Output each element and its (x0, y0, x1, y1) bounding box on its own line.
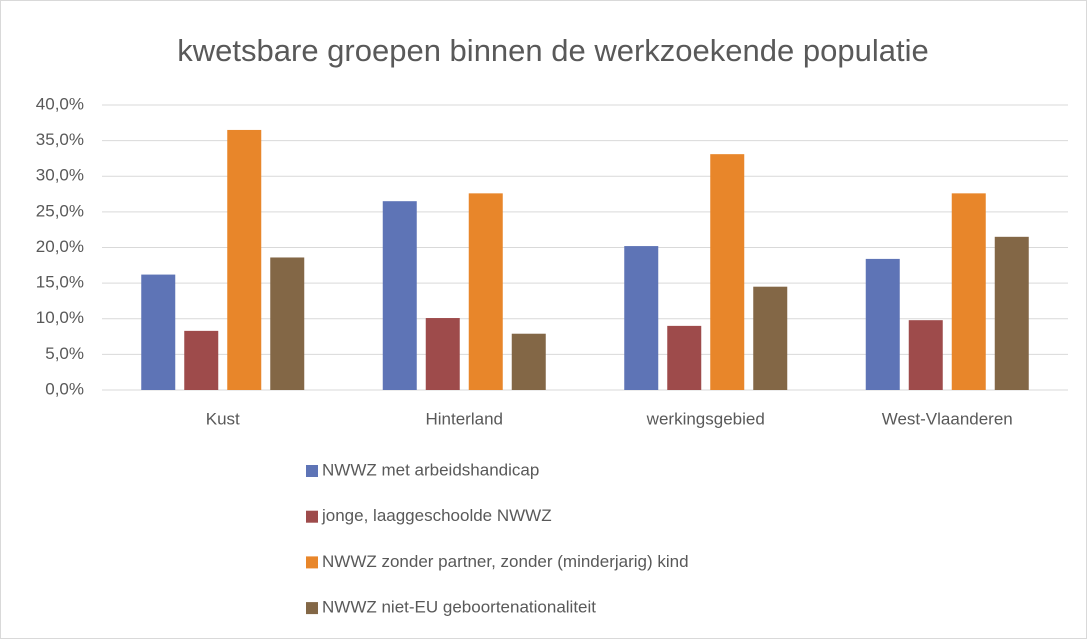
bar (667, 325, 702, 390)
y-tick-label: 15,0% (36, 273, 84, 292)
legend-label: NWWZ zonder partner, zonder (minderjarig… (322, 552, 689, 571)
bar (951, 193, 986, 390)
y-tick-label: 40,0% (36, 94, 84, 113)
y-tick-label: 5,0% (45, 344, 84, 363)
bar (710, 154, 745, 390)
x-tick-label: Kust (206, 409, 240, 428)
legend-swatch (306, 556, 318, 569)
legend-swatch (306, 602, 318, 615)
bar (908, 320, 943, 390)
x-tick-label: werkingsgebied (646, 409, 765, 428)
y-tick-label: 10,0% (36, 308, 84, 327)
bar (425, 318, 460, 390)
y-tick-label: 0,0% (45, 379, 84, 398)
bar (227, 129, 262, 390)
x-tick-label: West-Vlaanderen (882, 409, 1013, 428)
bar (468, 193, 503, 390)
y-tick-label: 30,0% (36, 166, 84, 185)
bar (624, 246, 659, 390)
legend-label: jonge, laaggeschoolde NWWZ (321, 506, 552, 525)
x-tick-label: Hinterland (426, 409, 504, 428)
bar (994, 236, 1029, 390)
bar (141, 274, 176, 390)
bar (382, 201, 417, 390)
bar (270, 257, 305, 390)
y-tick-label: 25,0% (36, 201, 84, 220)
bar (865, 258, 900, 390)
legend-swatch (306, 510, 318, 523)
legend-label: NWWZ met arbeidshandicap (322, 460, 539, 479)
y-tick-label: 20,0% (36, 237, 84, 256)
chart-title: kwetsbare groepen binnen de werkzoekende… (177, 33, 928, 68)
bar (511, 333, 546, 390)
legend-label: NWWZ niet-EU geboortenationaliteit (322, 598, 596, 617)
y-tick-label: 35,0% (36, 130, 84, 149)
legend-swatch (306, 465, 318, 477)
bar (184, 330, 219, 390)
bar (753, 286, 788, 390)
